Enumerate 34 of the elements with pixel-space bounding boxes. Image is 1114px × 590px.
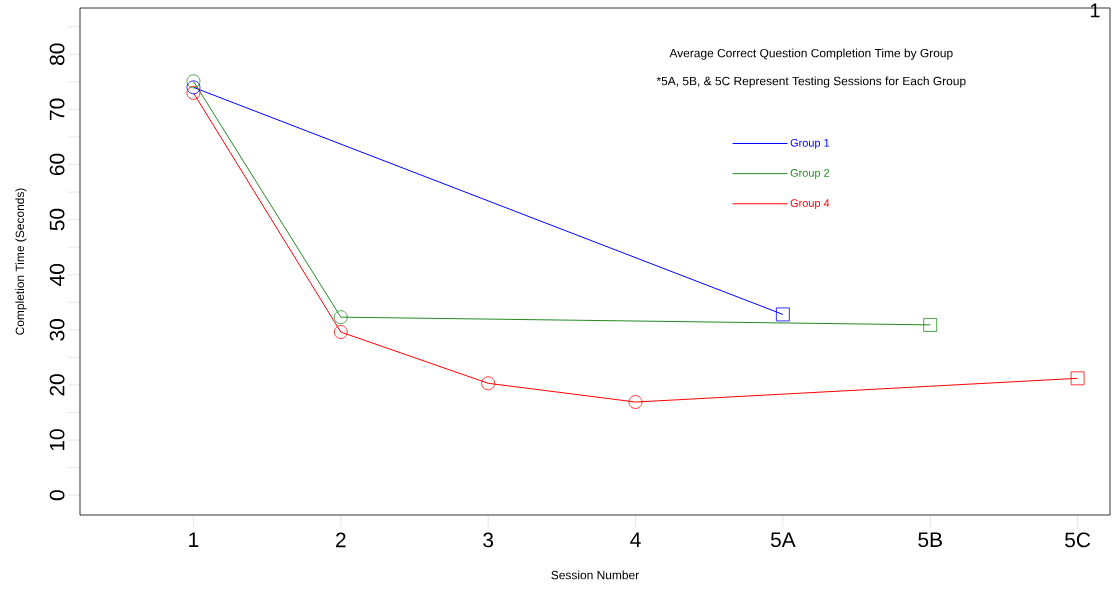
y-tick-label: 80	[49, 43, 65, 66]
x-tick-label: 4	[630, 532, 641, 547]
x-tick-label: 2	[336, 532, 346, 548]
x-tick-label: 3	[483, 532, 494, 548]
x-tick-label: 1	[189, 532, 199, 547]
y-tick-label: 60	[49, 153, 65, 176]
point	[186, 74, 201, 89]
y-tick-label: 40	[49, 263, 65, 286]
point	[186, 85, 201, 100]
point	[186, 80, 201, 95]
point	[628, 395, 643, 409]
text: Group 2	[790, 169, 830, 179]
y-tick-label: 0	[49, 490, 65, 501]
x-tick-label: 5C	[1065, 532, 1091, 548]
x-axis-title: Session Number	[551, 570, 639, 580]
text: Group 1	[790, 138, 830, 149]
y-tick-label: 70	[49, 98, 65, 120]
annotation: 1	[1090, 3, 1100, 18]
y-tick-label: 20	[49, 374, 65, 396]
point	[923, 317, 938, 332]
y-axis-title: Completion Time (Seconds)	[15, 188, 27, 335]
x-tick-label: 5B	[918, 532, 942, 548]
point	[333, 310, 348, 325]
y-tick-label: 10	[49, 429, 65, 451]
point	[1070, 371, 1085, 386]
point	[481, 376, 496, 391]
y-tick-label: 30	[49, 319, 65, 341]
point	[333, 325, 348, 339]
x-tick-label: 5A	[770, 532, 796, 548]
text: Group 4	[790, 199, 830, 210]
point	[775, 307, 790, 322]
text: *5A, 5B, & 5C Represent Testing Sessions for Each Group	[656, 76, 966, 88]
y-tick-label: 50	[49, 208, 65, 231]
text: Average Correct Question Completion Time by Group	[669, 48, 953, 60]
